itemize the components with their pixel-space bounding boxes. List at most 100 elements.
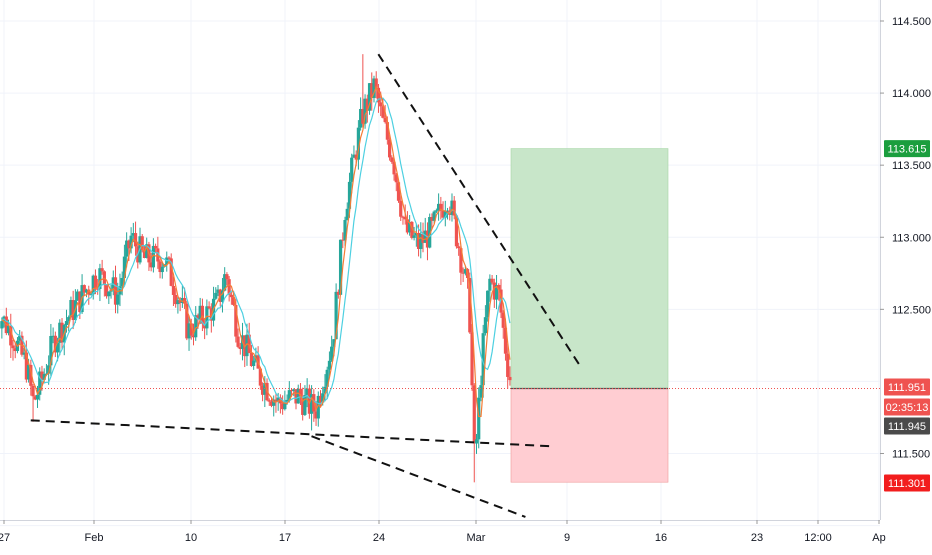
candle-up (220, 290, 225, 302)
candle-up (125, 240, 129, 257)
candle-down (207, 306, 211, 309)
candle-up (334, 291, 338, 340)
candle-up (343, 220, 347, 241)
candle-up (479, 385, 483, 398)
candle-down (31, 385, 35, 397)
candle-down (298, 388, 303, 398)
candle-down (167, 257, 171, 259)
take-profit-badge-label: 113.615 (888, 144, 927, 156)
candle-down (506, 353, 510, 377)
candle-down (225, 274, 229, 280)
candle-up (58, 322, 62, 343)
candle-up (477, 397, 481, 440)
position-zones (510, 148, 669, 483)
candle-down (154, 245, 158, 249)
candle-down (178, 300, 182, 303)
candle-up (303, 395, 307, 415)
candle-down (100, 268, 104, 272)
candle-up (276, 397, 280, 402)
candle-up (419, 233, 423, 249)
candle-up (432, 211, 436, 221)
candle-down (24, 352, 28, 380)
candle-down (274, 399, 278, 402)
price-tick-label: 111.500 (892, 449, 930, 461)
candle-up (408, 221, 412, 233)
candle-up (363, 98, 367, 124)
time-tick-label: 16 (655, 532, 667, 544)
candle-down (140, 236, 144, 250)
candle-up (160, 266, 164, 273)
candle-up (98, 268, 102, 289)
candle-down (454, 215, 459, 247)
candle-up (474, 439, 479, 444)
candle-down (468, 278, 472, 333)
candle-down (33, 396, 37, 400)
candle-up (292, 389, 296, 391)
candle-up (64, 321, 69, 326)
candle-up (434, 210, 438, 212)
candle-up (367, 83, 372, 111)
candle-up (325, 369, 329, 387)
price-tick-label: 113.500 (892, 160, 931, 172)
bid-price-badge-background (884, 417, 930, 435)
candle-up (216, 289, 220, 293)
candle-up (176, 300, 180, 305)
time-tick-label: Feb (85, 532, 104, 544)
candle-down (501, 312, 505, 328)
candle-up (347, 181, 352, 209)
candle-down (379, 102, 383, 107)
time-tick-label: 27 (0, 532, 10, 544)
candle-up (309, 394, 314, 414)
candle-down (401, 216, 405, 218)
candle-down (336, 291, 340, 295)
candle-up (116, 294, 120, 305)
candle-up (412, 235, 416, 238)
candle-down (370, 83, 374, 98)
time-tick-label: Mar (467, 532, 486, 544)
candle-down (341, 239, 345, 241)
candle-up (198, 305, 202, 320)
candle-down (133, 233, 138, 247)
candle-down (171, 285, 176, 295)
candle-up (428, 217, 432, 248)
time-tick-label: 23 (751, 532, 763, 544)
trend-lines (0, 53, 880, 518)
candle-up (450, 200, 454, 215)
candle-up (67, 317, 71, 322)
candle-up (463, 269, 467, 274)
candle-down (499, 289, 503, 313)
candle-down (390, 157, 394, 162)
candle-up (285, 399, 289, 402)
candle-down (13, 348, 17, 352)
candle-up (483, 317, 488, 334)
candle-down (492, 282, 496, 300)
candle-up (51, 335, 55, 337)
candle-down (472, 385, 476, 444)
candle-up (55, 342, 60, 353)
candle-down (232, 297, 236, 305)
candle-up (350, 157, 354, 182)
candle-down (269, 401, 274, 406)
moving-averages (1, 85, 511, 418)
candle-down (87, 289, 91, 295)
candle-down (441, 210, 445, 218)
candle-down (247, 334, 251, 353)
candle-down (430, 217, 434, 221)
candle-down (11, 345, 15, 349)
candle-up (245, 334, 249, 357)
candle-down (156, 248, 160, 262)
axes: 114.500 114.000 113.500 113.000 112.500 111.5… (0, 0, 931, 544)
candle-up (6, 325, 11, 334)
candle-down (416, 232, 421, 249)
candle-up (323, 386, 327, 394)
candle-down (314, 411, 318, 419)
candle-up (145, 244, 149, 258)
candle-down (234, 304, 238, 337)
candle-down (127, 240, 131, 249)
candle-up (120, 277, 124, 287)
slow-moving-average-line (1, 97, 511, 405)
candle-down (301, 397, 305, 415)
candle-down (227, 279, 231, 295)
